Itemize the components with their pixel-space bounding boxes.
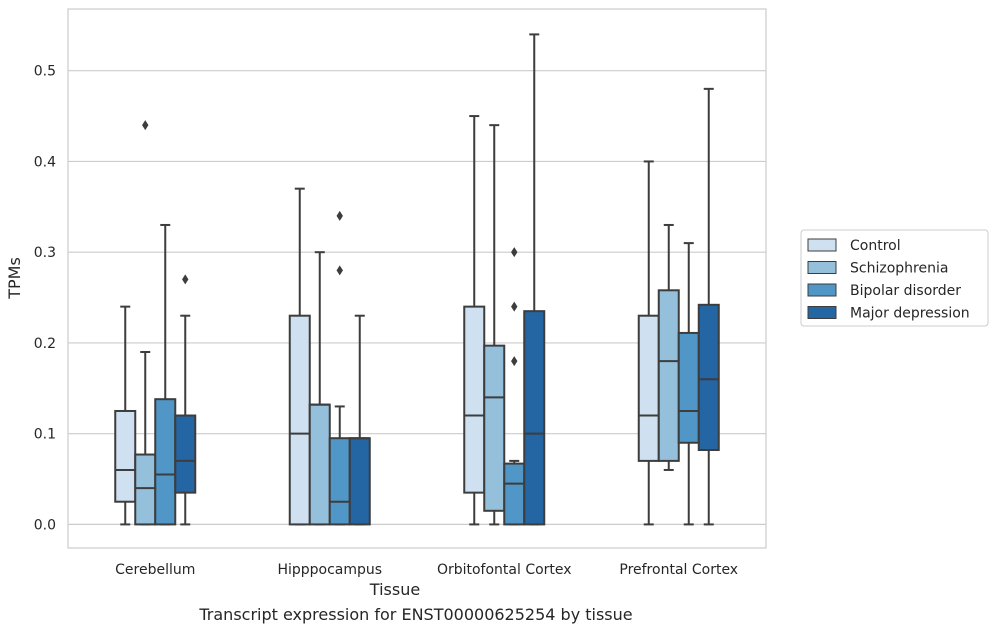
box-iqr: [154, 398, 177, 526]
legend-label: Bipolar disorder: [850, 283, 961, 299]
box-0-3: [174, 274, 197, 526]
legend-swatch: [807, 261, 837, 274]
box-iqr: [657, 289, 680, 462]
y-axis-label: TPMs: [5, 257, 24, 300]
x-tick-label: Hipppocampus: [277, 562, 382, 578]
figure-caption: Transcript expression for ENST0000062525…: [199, 605, 633, 624]
box-3-3: [697, 87, 720, 526]
box-iqr: [463, 305, 486, 494]
outlier-point: [511, 356, 518, 367]
y-tick-label: 0.3: [34, 245, 56, 261]
box-iqr: [637, 314, 660, 462]
x-tick-label: Prefrontal Cortex: [619, 562, 738, 578]
legend: Control Schizophrenia Bipolar disorder Majo…: [800, 229, 989, 327]
box-iqr: [483, 344, 506, 512]
box-3-2: [677, 242, 700, 526]
box-iqr: [697, 303, 720, 451]
y-tick-label: 0.1: [34, 427, 56, 443]
box-iqr: [523, 310, 546, 526]
y-tick-label: 0.4: [34, 154, 56, 170]
x-tick-label: Orbitofontal Cortex: [437, 562, 572, 578]
box-iqr: [677, 331, 700, 444]
x-tick-labels: Cerebellum Hipppocampus Orbitofontal Corte…: [115, 562, 738, 578]
box-iqr: [328, 437, 351, 526]
box-iqr: [348, 437, 371, 526]
outlier-point: [511, 301, 518, 312]
legend-frame: [800, 229, 989, 327]
box-iqr: [503, 462, 526, 526]
y-tick-label: 0.5: [34, 64, 56, 80]
y-tick-label: 0.2: [34, 336, 56, 352]
legend-swatch: [807, 283, 837, 297]
box-2-2: [503, 247, 526, 526]
box-iqr: [174, 414, 197, 494]
outlier-point: [182, 274, 189, 285]
legend-label: Schizophrenia: [850, 261, 948, 277]
outlier-point: [336, 210, 343, 221]
x-axis-label: Tissue: [369, 580, 420, 599]
y-tick-label: 0.0: [34, 517, 56, 533]
legend-label: Control: [850, 238, 901, 254]
legend-swatch: [807, 238, 837, 252]
legend-swatch: [807, 306, 837, 319]
box-iqr: [308, 403, 331, 526]
box-groups: [114, 33, 720, 526]
box-iqr: [114, 409, 137, 503]
box-2-3: [523, 33, 546, 526]
x-tick-label: Cerebellum: [115, 562, 195, 578]
box-1-3: [348, 314, 371, 526]
outlier-point: [336, 265, 343, 276]
box-2-0: [463, 115, 486, 526]
box-iqr: [288, 314, 311, 526]
outlier-point: [142, 120, 149, 131]
y-tick-labels: 0.0 0.1 0.2 0.3 0.4 0.5: [34, 64, 56, 534]
legend-label: Major depression: [850, 306, 970, 322]
outlier-point: [511, 247, 518, 258]
box-2-1: [483, 124, 506, 526]
box-iqr: [134, 453, 157, 526]
